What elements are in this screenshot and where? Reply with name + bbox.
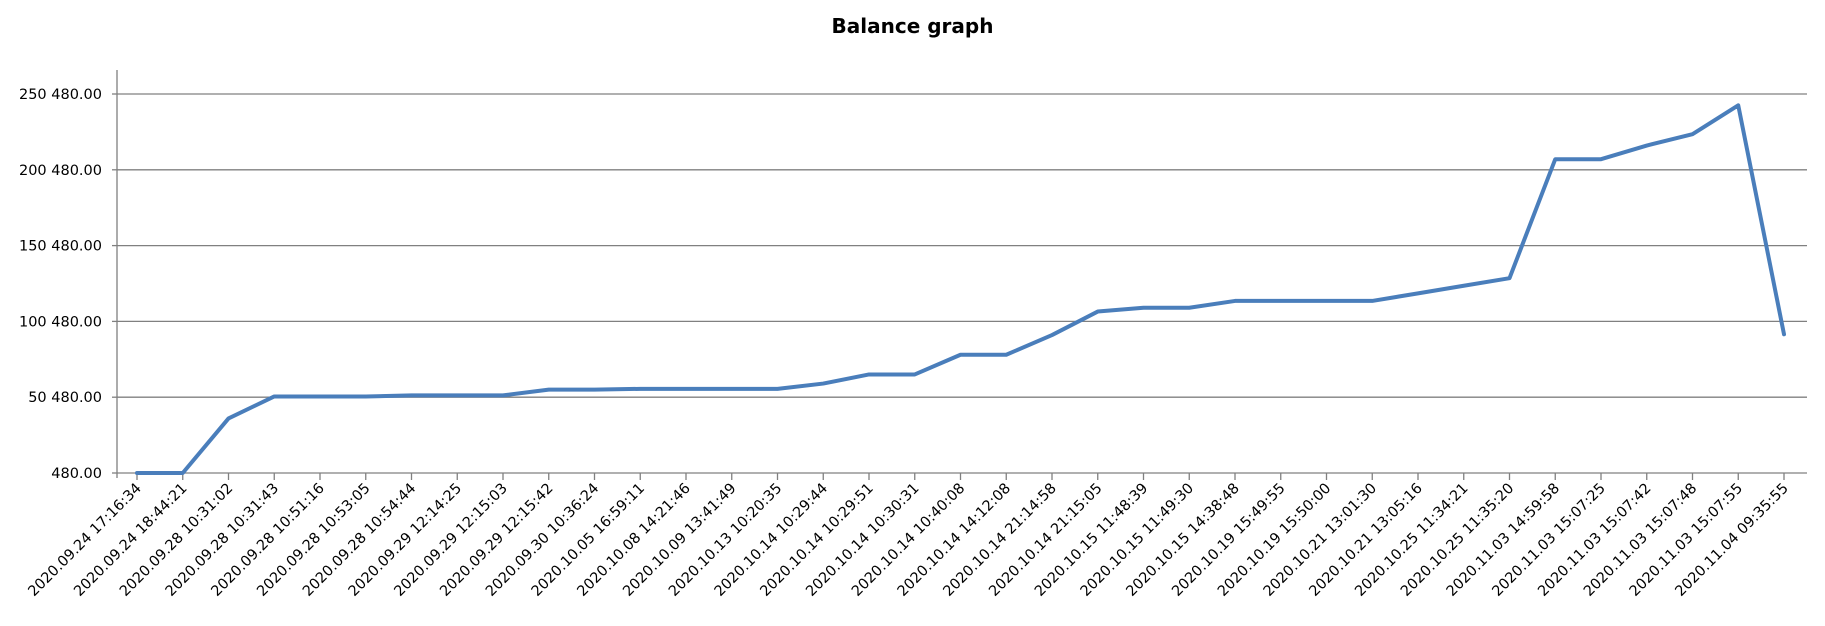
- series-layer: [135, 103, 1786, 475]
- data-point: [1004, 353, 1008, 357]
- data-point: [1096, 310, 1100, 314]
- data-point: [1142, 306, 1145, 310]
- y-tick-label: 150 480.00: [19, 239, 102, 255]
- y-tick-label: 100 480.00: [19, 314, 102, 330]
- data-point: [1553, 157, 1557, 161]
- data-point: [1782, 332, 1786, 336]
- data-point: [135, 471, 139, 475]
- y-tick-label: 480.00: [51, 466, 102, 482]
- gridlines: [117, 93, 1807, 398]
- y-tick-label: 200 480.00: [19, 163, 102, 179]
- chart-title: Balance graph: [831, 14, 994, 38]
- data-point: [318, 394, 322, 398]
- data-point: [638, 387, 642, 391]
- data-point: [1279, 299, 1283, 303]
- data-point: [1462, 284, 1466, 288]
- data-point: [913, 372, 917, 376]
- y-tick-label: 50 480.00: [28, 390, 102, 406]
- data-point: [1645, 144, 1649, 148]
- data-point: [181, 471, 185, 475]
- y-tick-label: 250 480.00: [19, 87, 102, 103]
- data-point: [1187, 306, 1191, 310]
- data-point: [1691, 132, 1694, 136]
- y-axis-ticks: 480.00 50 480.00 100 480.00 150 480.00 200 4…: [19, 87, 117, 482]
- data-point: [455, 393, 459, 397]
- data-point: [1325, 299, 1328, 303]
- data-point: [1599, 157, 1603, 161]
- data-point: [730, 387, 734, 391]
- data-point: [547, 388, 551, 392]
- data-point: [501, 393, 505, 397]
- data-point: [959, 353, 962, 357]
- data-point: [684, 387, 688, 391]
- data-point: [776, 387, 779, 391]
- data-point: [272, 394, 276, 398]
- data-point: [867, 372, 871, 376]
- data-point: [1050, 333, 1054, 337]
- data-point: [593, 388, 596, 392]
- axes: [116, 70, 1807, 478]
- data-point: [821, 382, 825, 386]
- data-point: [1416, 291, 1420, 295]
- data-point: [410, 393, 413, 397]
- balance-series-line: [135, 103, 1786, 475]
- data-point: [227, 416, 230, 420]
- data-point: [364, 394, 368, 398]
- data-point: [1736, 103, 1740, 107]
- data-point: [1370, 299, 1374, 303]
- data-point: [1233, 299, 1237, 303]
- data-point: [1508, 276, 1511, 280]
